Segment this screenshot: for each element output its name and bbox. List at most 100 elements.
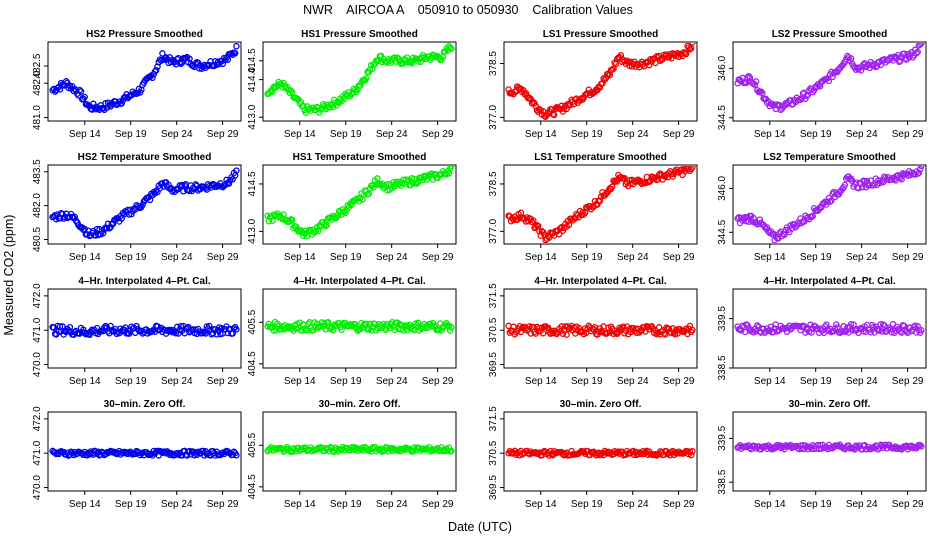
data-point <box>809 212 817 220</box>
data-point <box>610 177 617 184</box>
data-point <box>270 327 278 334</box>
data-point <box>532 102 539 110</box>
data-point <box>311 229 318 236</box>
x-tick-label: Sep 14 <box>69 499 101 510</box>
data-point <box>867 329 875 336</box>
x-tick-label: Sep 19 <box>330 129 362 140</box>
x-tick-label: Sep 19 <box>571 376 603 387</box>
y-tick-label: 481.0 <box>32 105 43 130</box>
data-point <box>233 43 240 50</box>
panel-title: LS1 Temperature Smoothed <box>534 152 667 163</box>
data-point <box>292 223 300 230</box>
series-LS2 <box>734 166 925 243</box>
data-point <box>660 330 668 337</box>
y-tick-label: 377.0 <box>488 104 499 129</box>
y-tick-label: 405.5 <box>247 309 258 334</box>
data-point <box>600 75 607 82</box>
data-point <box>689 166 696 171</box>
data-point <box>172 330 180 337</box>
x-tick-label: Sep 14 <box>754 499 786 510</box>
x-tick-label: Sep 24 <box>846 376 878 387</box>
data-point <box>916 166 924 173</box>
data-point <box>918 166 925 170</box>
data-point <box>916 43 924 48</box>
data-point <box>528 218 536 226</box>
data-point <box>448 324 455 331</box>
data-point <box>176 59 183 66</box>
series-LS1 <box>505 43 696 120</box>
data-point <box>510 216 517 224</box>
x-tick-label: Sep 14 <box>754 129 786 140</box>
data-point <box>50 324 58 331</box>
data-point <box>879 321 887 328</box>
data-point <box>756 216 764 223</box>
data-point <box>233 326 240 333</box>
x-tick-label: Sep 29 <box>892 499 924 510</box>
x-tick-label: Sep 29 <box>892 252 924 263</box>
panel-title: LS2 Temperature Smoothed <box>763 152 896 163</box>
data-point <box>192 181 199 188</box>
data-point <box>596 197 604 205</box>
panel-title: LS1 Pressure Smoothed <box>543 29 659 40</box>
x-tick-label: Sep 19 <box>800 129 832 140</box>
y-tick-label: 404.5 <box>247 474 258 499</box>
data-point <box>448 447 455 455</box>
panel-r0c1: HS1 Pressure Smoothed Sep 14 Sep 19 Sep 24 S… <box>247 29 457 140</box>
data-point <box>914 48 921 56</box>
data-point <box>918 443 925 450</box>
data-point <box>82 330 90 338</box>
data-point <box>623 57 631 64</box>
y-tick-label: 471.0 <box>32 317 43 342</box>
panel-title: HS1 Pressure Smoothed <box>301 29 418 40</box>
data-point <box>555 230 563 238</box>
panel-r0c2: LS1 Pressure Smoothed Sep 14 Sep 19 Sep 24 S… <box>488 29 698 140</box>
panel-title: LS2 Pressure Smoothed <box>772 29 888 40</box>
data-point <box>798 323 805 330</box>
data-point <box>608 183 616 190</box>
y-tick-label: 482.5 <box>32 53 43 78</box>
x-tick-label: Sep 29 <box>663 376 695 387</box>
data-point <box>745 72 752 80</box>
plot-frame <box>47 41 242 122</box>
data-point <box>645 178 653 186</box>
data-point <box>289 216 296 224</box>
x-tick-label: Sep 29 <box>663 252 695 263</box>
y-tick-label: 339.5 <box>717 425 728 450</box>
x-tick-label: Sep 24 <box>617 499 649 510</box>
x-tick-label: Sep 29 <box>663 499 695 510</box>
data-point <box>448 45 455 52</box>
data-point <box>687 45 695 52</box>
data-point <box>847 320 855 328</box>
y-tick-label: 483.5 <box>32 159 43 184</box>
y-tick-label: 414.5 <box>247 48 258 73</box>
data-point <box>799 442 807 449</box>
data-point <box>744 74 751 81</box>
panel-title: 30–min. Zero Off. <box>319 399 401 410</box>
x-tick-label: Sep 14 <box>284 129 316 140</box>
data-point <box>323 221 331 229</box>
data-point <box>897 57 904 65</box>
panel-r2c0: 4–Hr. Interpolated 4–Pt. Cal. Sep 14 Sep 1… <box>32 276 242 387</box>
data-point <box>687 451 695 459</box>
x-tick-label: Sep 29 <box>207 499 239 510</box>
y-tick-label: 413.0 <box>247 218 258 243</box>
data-point <box>151 68 159 75</box>
x-tick-label: Sep 19 <box>571 129 603 140</box>
data-point <box>841 181 849 189</box>
data-point <box>682 50 690 58</box>
data-point <box>689 43 696 46</box>
panel-r0c0: HS2 Pressure Smoothed Sep 14 Sep 19 Sep 24 S… <box>32 29 242 140</box>
panel-title: 30–min. Zero Off. <box>104 399 186 410</box>
series-HS1 <box>264 318 455 335</box>
x-tick-label: Sep 24 <box>161 129 193 140</box>
x-tick-label: Sep 29 <box>422 499 454 510</box>
data-point <box>446 327 454 334</box>
x-tick-label: Sep 24 <box>376 376 408 387</box>
plot-frame <box>47 288 242 369</box>
x-tick-label: Sep 19 <box>330 499 362 510</box>
data-point <box>882 441 889 449</box>
data-point <box>374 175 381 182</box>
x-tick-label: Sep 24 <box>846 252 878 263</box>
data-point <box>522 218 530 225</box>
x-tick-label: Sep 14 <box>525 252 557 263</box>
